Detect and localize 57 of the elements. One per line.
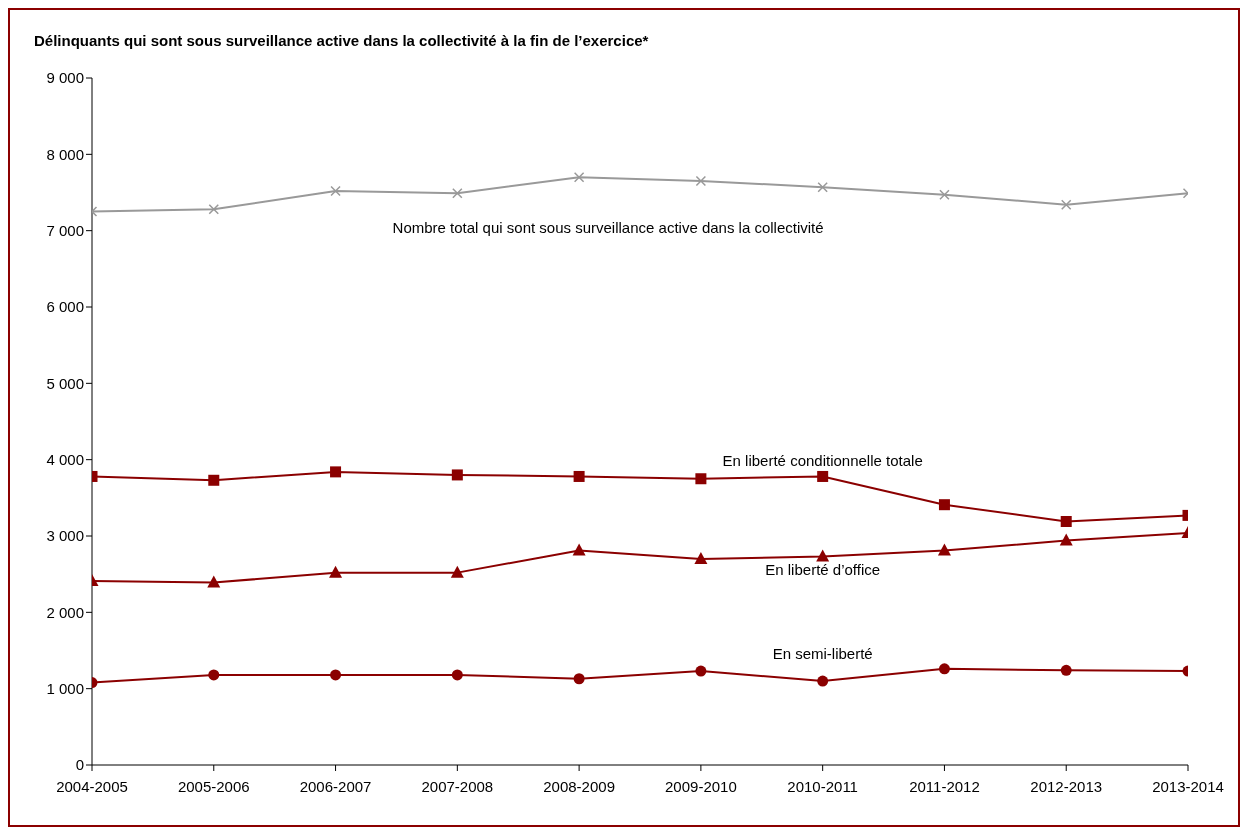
point <box>695 175 707 187</box>
x-tick-label: 2005-2006 <box>177 777 250 795</box>
x-tick-label: 2013-2014 <box>1152 777 1224 795</box>
y-tick-label: 6 000 <box>46 298 84 316</box>
point <box>1059 533 1073 546</box>
point <box>207 575 221 588</box>
x-tick-label: 2004-2005 <box>56 777 128 795</box>
y-tick-label: 7 000 <box>46 221 84 239</box>
series-label: En semi-liberté <box>772 645 873 663</box>
point <box>573 171 585 183</box>
point <box>937 543 951 556</box>
point <box>330 466 342 478</box>
y-tick-label: 9 000 <box>46 69 84 87</box>
point <box>451 669 463 681</box>
point <box>694 551 708 564</box>
point <box>1060 664 1072 676</box>
point <box>452 188 463 199</box>
point <box>695 473 707 485</box>
point <box>817 470 829 482</box>
point <box>573 673 585 685</box>
point <box>572 543 586 556</box>
x-tick-label: 2010-2011 <box>787 777 858 795</box>
x-tick-label: 2006-2007 <box>299 777 372 795</box>
point <box>817 675 829 687</box>
y-tick-label: 0 <box>75 756 84 774</box>
y-tick-label: 3 000 <box>46 527 84 545</box>
series-label: Nombre total qui sont sous surveillance active dans la collectivité <box>392 219 824 237</box>
point <box>208 474 220 486</box>
x-tick-label: 2008-2009 <box>543 777 615 795</box>
y-tick-label: 4 000 <box>46 450 84 468</box>
point <box>573 470 585 482</box>
point <box>1060 516 1072 527</box>
x-tick-label: 2011-2012 <box>909 777 980 795</box>
point <box>816 549 830 562</box>
point <box>208 204 220 215</box>
series-label: En liberté d’office <box>765 560 881 578</box>
point <box>330 185 341 197</box>
series-label: En liberté conditionnelle totale <box>722 452 923 470</box>
point <box>330 669 342 681</box>
point <box>329 565 343 578</box>
point <box>939 189 950 201</box>
point <box>1060 199 1072 210</box>
point <box>817 181 828 193</box>
point <box>451 469 463 481</box>
chart-title: Délinquants qui sont sous surveillance active dans la collectivité à la fin de l’exercice* <box>34 32 649 49</box>
y-tick-label: 1 000 <box>46 679 84 697</box>
point <box>450 565 464 578</box>
y-tick-label: 5 000 <box>46 374 84 392</box>
x-tick-label: 2012-2013 <box>1030 777 1103 795</box>
point <box>695 665 707 677</box>
x-tick-label: 2007-2008 <box>421 777 494 795</box>
point <box>208 669 220 681</box>
point <box>938 499 950 511</box>
x-tick-label: 2009-2010 <box>665 777 737 795</box>
y-tick-label: 8 000 <box>46 145 84 163</box>
y-tick-label: 2 000 <box>46 603 84 621</box>
point <box>938 663 950 675</box>
